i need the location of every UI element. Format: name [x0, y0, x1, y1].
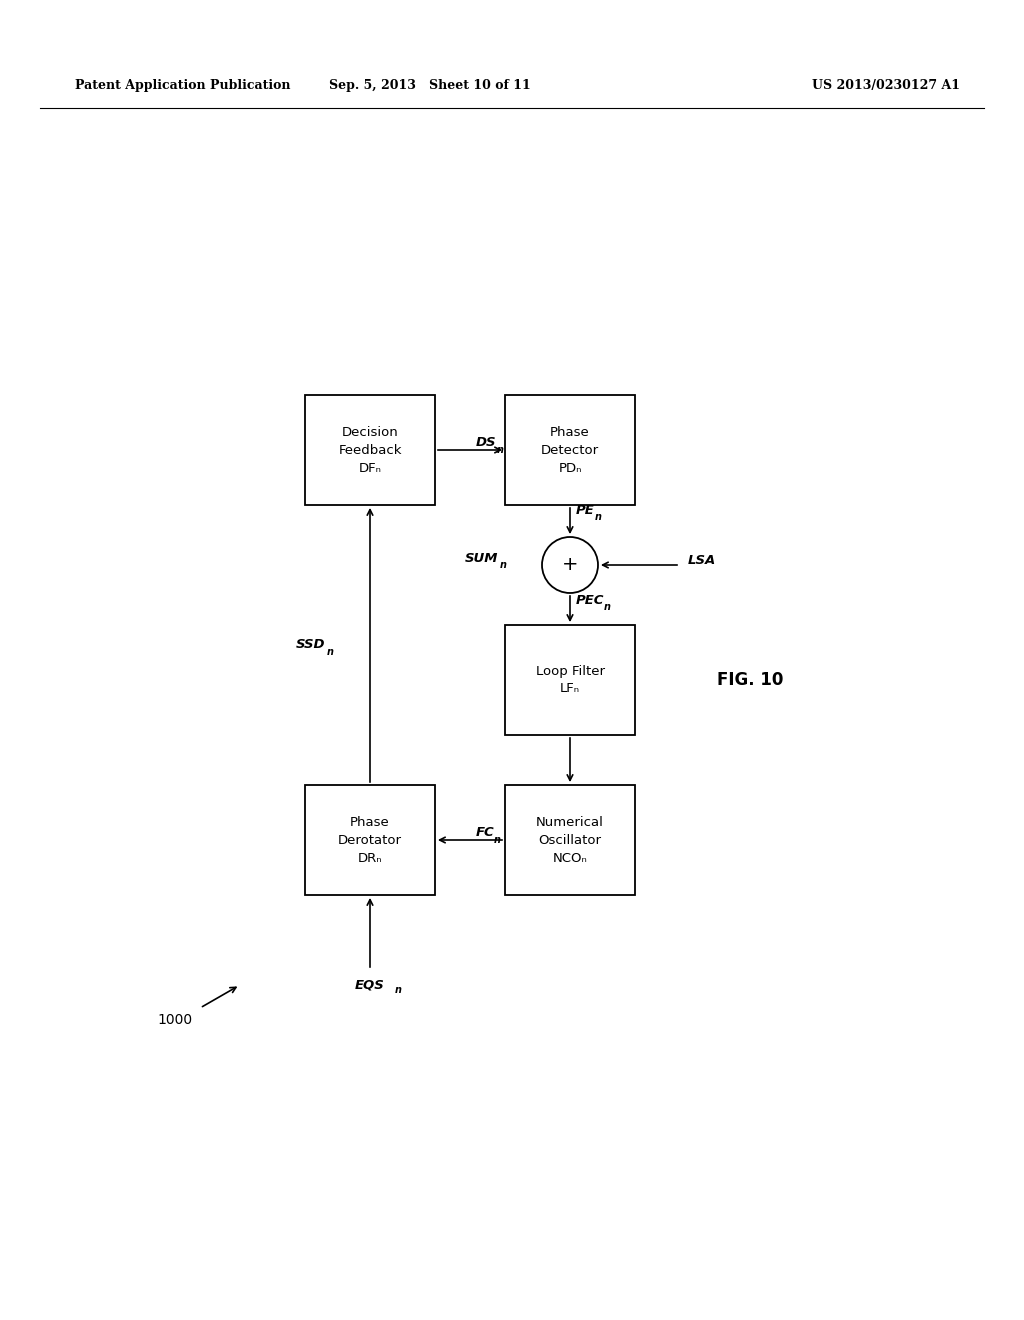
Text: n: n [327, 647, 334, 657]
Text: 1000: 1000 [158, 1012, 193, 1027]
Text: EQS: EQS [355, 978, 385, 991]
Text: FC: FC [476, 826, 495, 840]
Text: FIG. 10: FIG. 10 [717, 671, 783, 689]
Text: PEC: PEC [575, 594, 604, 606]
Text: Phase
Detector
PDₙ: Phase Detector PDₙ [541, 425, 599, 474]
Text: SSD: SSD [296, 639, 325, 652]
Bar [505, 624, 635, 735]
Bar [305, 785, 435, 895]
Text: Patent Application Publication: Patent Application Publication [75, 78, 291, 91]
Text: n: n [497, 445, 504, 455]
Text: +: + [562, 556, 579, 574]
Bar [505, 395, 635, 506]
Text: n: n [395, 985, 402, 995]
Text: Numerical
Oscillator
NCOₙ: Numerical Oscillator NCOₙ [536, 816, 604, 865]
Text: Loop Filter
LFₙ: Loop Filter LFₙ [536, 664, 604, 696]
Text: Decision
Feedback
DFₙ: Decision Feedback DFₙ [338, 425, 401, 474]
Text: n: n [494, 836, 501, 845]
Circle shape [542, 537, 598, 593]
Text: US 2013/0230127 A1: US 2013/0230127 A1 [812, 78, 961, 91]
Text: n: n [500, 560, 507, 570]
Text: Sep. 5, 2013   Sheet 10 of 11: Sep. 5, 2013 Sheet 10 of 11 [329, 78, 530, 91]
Bar [505, 785, 635, 895]
Text: n: n [595, 512, 602, 521]
Text: SUM: SUM [465, 552, 498, 565]
Text: DS: DS [476, 437, 497, 450]
Text: LSA: LSA [688, 553, 716, 566]
Bar [305, 395, 435, 506]
Text: PE: PE [575, 503, 595, 516]
Text: n: n [604, 602, 611, 612]
Text: Phase
Derotator
DRₙ: Phase Derotator DRₙ [338, 816, 402, 865]
